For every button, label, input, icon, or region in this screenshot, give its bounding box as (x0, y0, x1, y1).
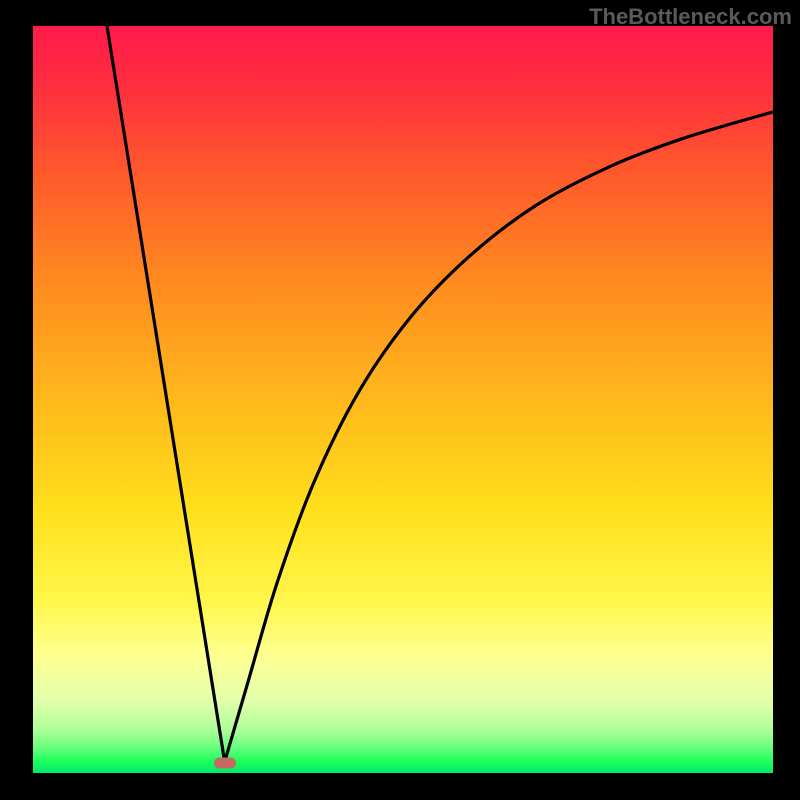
valley-marker (214, 758, 236, 769)
chart-container: TheBottleneck.com (0, 0, 800, 800)
curve-left (107, 26, 225, 762)
watermark-text: TheBottleneck.com (589, 4, 792, 30)
plot-area (33, 26, 773, 773)
curve-layer (33, 26, 773, 773)
curve-right (225, 112, 773, 762)
